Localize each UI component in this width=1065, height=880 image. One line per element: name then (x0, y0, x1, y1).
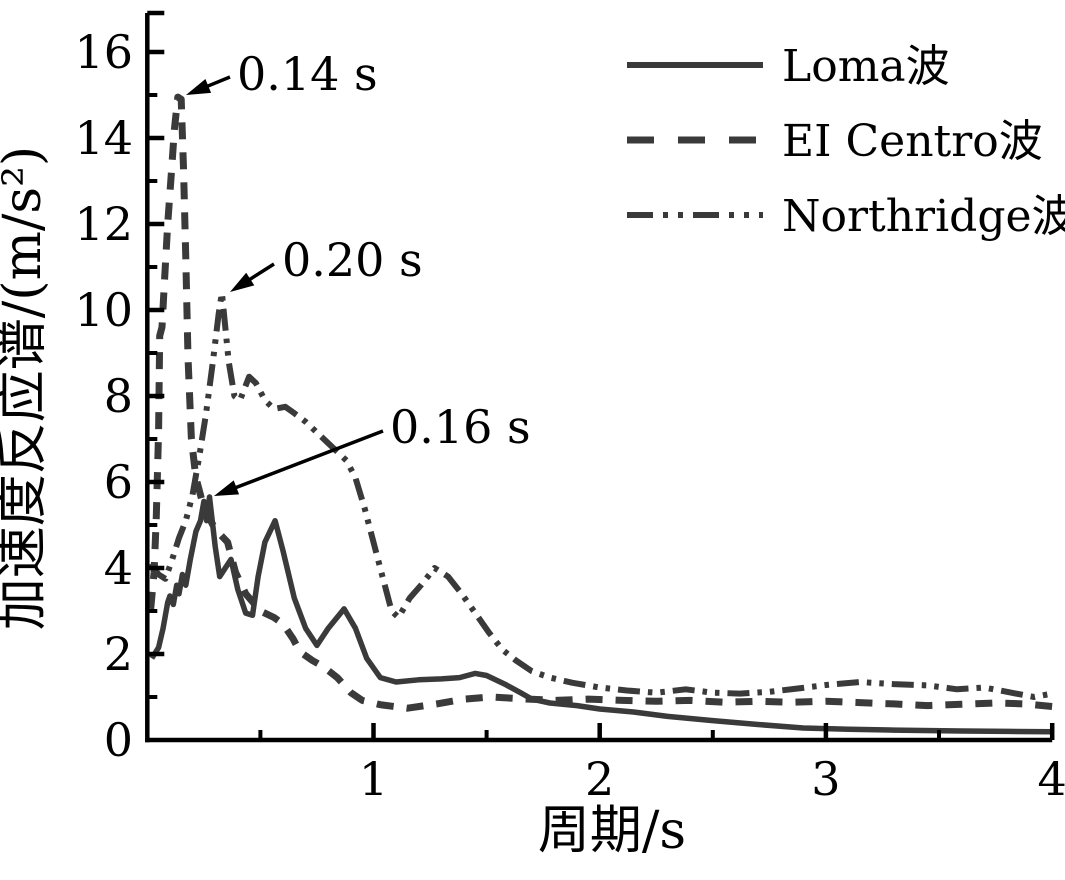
y-tick-label-12: 12 (74, 197, 133, 251)
annotation-label-2: 0.16 s (390, 400, 531, 454)
annotation-0.20s: 0.20 s (230, 233, 423, 292)
x-axis-label: 周期/s (538, 801, 686, 861)
y-tick-label-6: 6 (104, 455, 133, 509)
legend-label-northridge: Northridge波 (782, 191, 1065, 242)
annotation-0.16s: 0.16 s (214, 400, 531, 496)
y-tick-label-16: 16 (74, 25, 133, 79)
annotation-arrow-head (230, 272, 255, 292)
annotation-0.14s: 0.14 s (186, 47, 378, 101)
series-ei-centro (147, 93, 1053, 712)
legend-item-loma: Loma波 (627, 41, 950, 92)
legend-item-northridge: Northridge波 (627, 191, 1065, 242)
x-tick-label-3: 3 (811, 752, 840, 806)
y-axis-label: 加速度反应谱/(m/s²) (0, 146, 53, 630)
curves-layer (147, 93, 1053, 735)
annotation-arrow-line (230, 429, 384, 492)
axes-layer (145, 10, 1055, 743)
y-tick-label-4: 4 (104, 541, 133, 595)
series-loma (149, 494, 1053, 735)
annotations-layer: 0.14 s 0.20 s 0.16 s (186, 47, 531, 496)
annotation-label-0: 0.14 s (237, 47, 378, 101)
x-tick-label-4: 4 (1037, 752, 1065, 806)
legend-item-ei-centro: EI Centro波 (627, 116, 1043, 167)
x-tick-label-2: 2 (585, 752, 614, 806)
y-tick-label-8: 8 (104, 369, 133, 423)
x-tick-label-1: 1 (359, 752, 388, 806)
y-tick-label-14: 14 (74, 111, 133, 165)
annotation-label-1: 0.20 s (282, 233, 423, 287)
legend-label-ei-centro: EI Centro波 (782, 116, 1043, 167)
y-tick-label-10: 10 (74, 283, 133, 337)
legend-label-loma: Loma波 (782, 41, 950, 92)
y-tick-label-2: 2 (104, 627, 133, 681)
legend: Loma波 EI Centro波 Northridge波 (627, 41, 1065, 242)
series-northridge (148, 289, 1053, 700)
y-tick-label-0: 0 (104, 713, 133, 767)
annotation-arrow-head (186, 79, 212, 95)
annotation-arrow-head (214, 480, 240, 496)
